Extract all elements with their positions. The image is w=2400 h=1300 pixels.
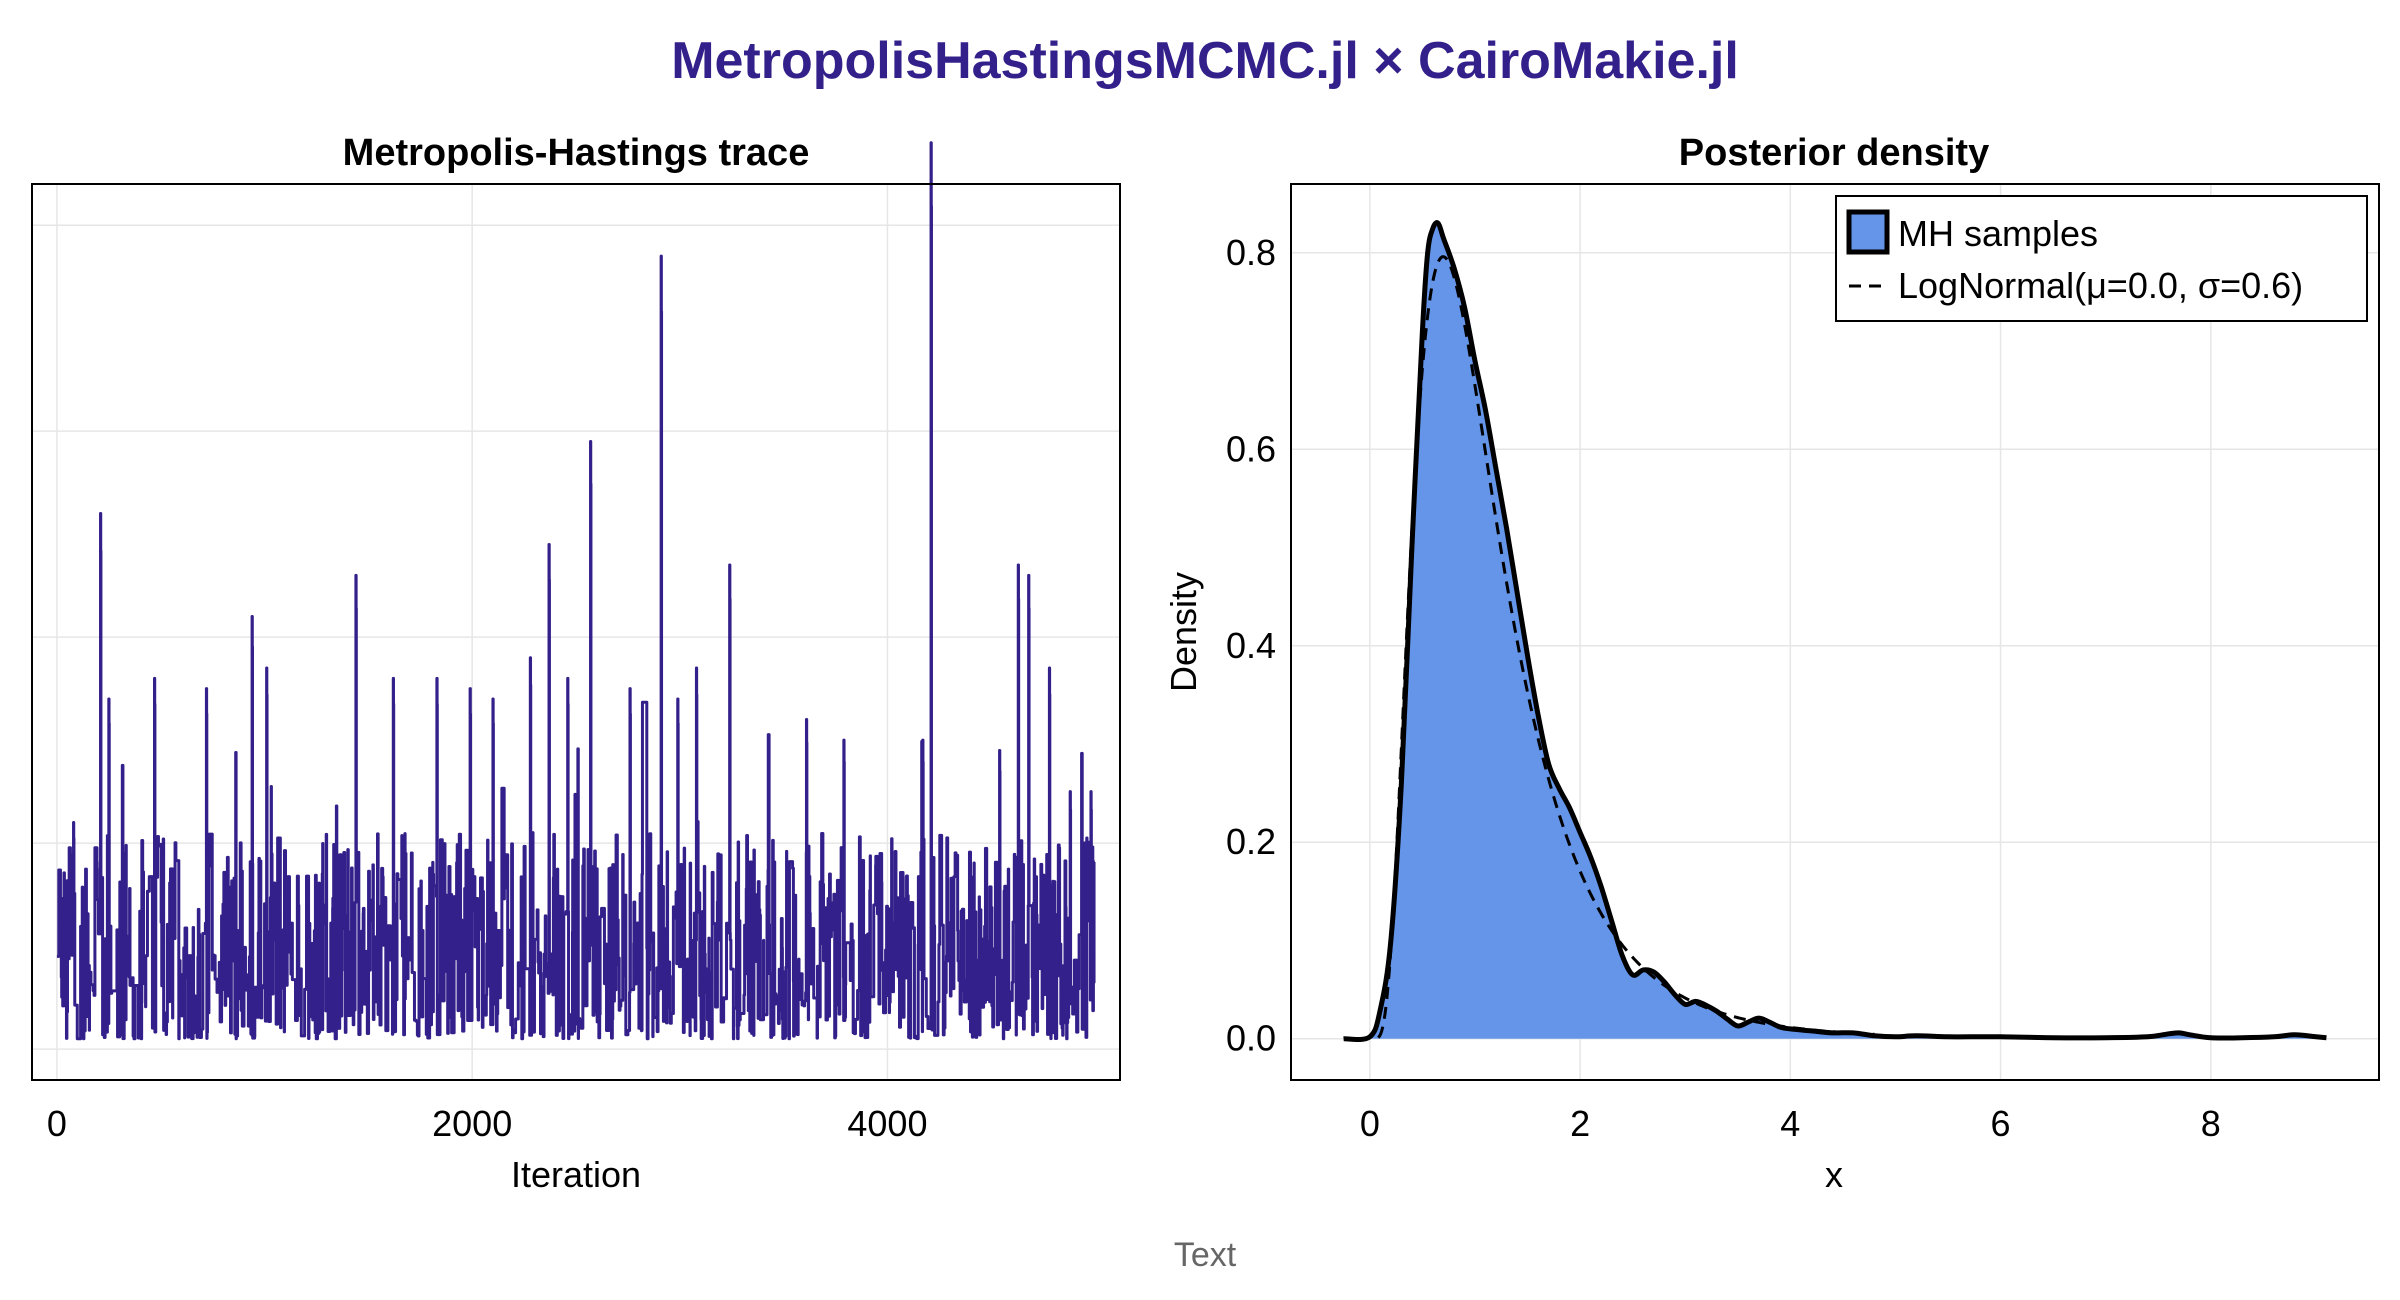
density-plot-frame (1290, 183, 2380, 1081)
density-y-tick-label: 0.4 (1226, 625, 1276, 666)
trace-plot-frame (31, 183, 1121, 1081)
trace-x-tick-label: 2000 (432, 1103, 512, 1144)
density-x-tick-label: 2 (1570, 1103, 1590, 1144)
density-y-tick-label: 0.6 (1226, 428, 1276, 469)
trace-x-tick-label: 0 (47, 1103, 67, 1144)
density-x-tick-label: 0 (1360, 1103, 1380, 1144)
trace-x-label: Iteration (511, 1154, 641, 1195)
density-outline[interactable] (1343, 220, 2327, 1042)
lognormal-reference-line[interactable] (1377, 255, 1875, 1039)
density-y-tick-label: 0.2 (1226, 821, 1276, 862)
trace-series-line[interactable] (55, 141, 1097, 1041)
density-legend: MH samples LogNormal(μ=0.0, σ=0.6) (1835, 195, 2368, 322)
legend-box (1835, 195, 2368, 322)
density-y-tick-label: 0.0 (1226, 1018, 1276, 1059)
density-x-tick-label: 8 (2201, 1103, 2221, 1144)
legend-swatch-mh-samples (1846, 209, 1890, 255)
trace-x-tick-label: 4000 (847, 1103, 927, 1144)
trace-title: Metropolis-Hastings trace (343, 132, 810, 174)
legend-label-mh-samples: MH samples (1898, 213, 2098, 254)
legend-label-lognormal: LogNormal(μ=0.0, σ=0.6) (1898, 265, 2303, 306)
density-x-tick-label: 4 (1780, 1103, 1800, 1144)
density-y-ticks: 0.0 0.2 0.4 0.6 0.8 (1226, 232, 1276, 1059)
density-x-ticks: 0 2 4 6 8 (1360, 1103, 2221, 1144)
density-y-tick-label: 0.8 (1226, 232, 1276, 273)
figure-caption: Text (1174, 1236, 1237, 1274)
figure-title: MetropolisHastingsMCMC.jl × CairoMakie.j… (671, 32, 1739, 90)
density-area-fill[interactable] (1343, 222, 2327, 1040)
trace-x-ticks: 0 2000 4000 (47, 1103, 928, 1144)
density-x-tick-label: 6 (1991, 1103, 2011, 1144)
trace-panel: Metropolis-Hastings trace 0 2000 4000 Iter… (31, 132, 1121, 1195)
density-x-label: x (1825, 1154, 1843, 1195)
density-y-label: Density (1163, 572, 1204, 692)
density-title: Posterior density (1679, 132, 1989, 174)
